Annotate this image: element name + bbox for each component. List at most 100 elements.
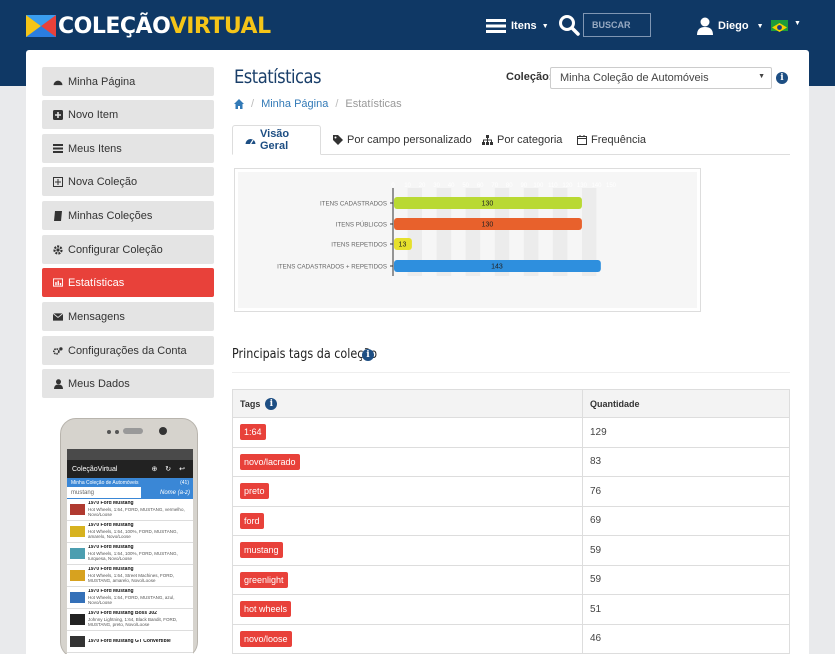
items-menu[interactable]: Itens ▼ xyxy=(486,17,549,35)
sidebar-item-label: Meus Dados xyxy=(68,377,130,390)
sidebar-item-label: Configurar Coleção xyxy=(68,243,163,256)
tab-category[interactable]: Por categoria xyxy=(470,125,562,155)
phone-item-title: 1970 Ford Mustang Boss 302 xyxy=(88,611,157,617)
chevron-down-icon: ▼ xyxy=(756,22,764,30)
sidebar-item-3[interactable]: Nova Coleção xyxy=(42,167,214,196)
sidebar-item-1[interactable]: Novo Item xyxy=(42,100,214,129)
phone-order: Nome (a-z) xyxy=(141,487,193,499)
logo[interactable]: COLEÇÃOVIRTUAL xyxy=(26,13,271,39)
sidebar-item-9[interactable]: Meus Dados xyxy=(42,369,214,398)
phone-list-item: 1970 Ford Mustang Boss 302 Johnny Lightni… xyxy=(67,609,193,631)
x-tick-label: 110 xyxy=(548,183,558,189)
x-tick-label: 120 xyxy=(562,183,573,189)
x-tick-label: 20 xyxy=(419,183,426,189)
sidebar-item-5[interactable]: Configurar Coleção xyxy=(42,235,214,264)
calendar-icon xyxy=(577,135,587,145)
phone-list-item: 1970 Ford Mustang Hot Wheels, 1:64, FORD,… xyxy=(67,499,193,521)
user-menu[interactable]: Diego ▼ xyxy=(697,16,764,36)
car-thumbnail xyxy=(70,570,85,581)
car-thumbnail xyxy=(70,526,85,537)
list-icon xyxy=(53,144,63,154)
x-tick-label: 60 xyxy=(477,183,484,189)
quantity-cell: 129 xyxy=(590,426,607,438)
breadcrumb: / Minha Página / Estatísticas xyxy=(234,98,402,110)
quantity-cell: 51 xyxy=(590,603,602,615)
search-icon[interactable] xyxy=(558,14,580,36)
tags-table: Tags i Quantidade 1:64 129 novo/lacrado 83 p… xyxy=(232,389,790,654)
sidebar-item-8[interactable]: Configurações da Conta xyxy=(42,336,214,365)
bar-3[interactable] xyxy=(394,260,601,272)
table-row: ford 69 xyxy=(232,506,790,536)
sidebar-item-label: Meus Itens xyxy=(68,142,122,155)
tab-label: Por campo personalizado xyxy=(347,134,472,146)
breadcrumb-parent-link[interactable]: Minha Página xyxy=(261,98,329,110)
quantity-cell: 76 xyxy=(590,485,602,497)
tag-pill[interactable]: mustang xyxy=(240,542,283,559)
tag-pill[interactable]: greenlight xyxy=(240,571,288,588)
grid-band xyxy=(465,188,481,276)
sidebar-item-label: Mensagens xyxy=(68,310,125,323)
page-title: Estatísticas xyxy=(234,66,322,88)
collection-select-value: Minha Coleção de Automóveis xyxy=(560,72,709,84)
tag-pill[interactable]: novo/loose xyxy=(240,630,292,647)
stats-chart: 0 10 20 30 40 50 60 70 80 90 100 110 120 130 140 150 ITE… xyxy=(234,168,701,312)
home-icon[interactable] xyxy=(234,99,244,109)
sidebar-item-label: Novo Item xyxy=(68,108,119,121)
plus-box-icon xyxy=(53,176,63,187)
phone-item-title: 1970 Ford Mustang xyxy=(88,523,134,529)
tab-frequency[interactable]: Frequência xyxy=(565,125,646,155)
tab-label: Visão Geral xyxy=(260,128,290,152)
x-tick-label: 90 xyxy=(520,183,527,189)
tag-pill[interactable]: preto xyxy=(240,483,269,500)
sidebar-item-label: Configurações da Conta xyxy=(68,344,187,357)
info-icon[interactable]: i xyxy=(265,397,278,410)
quantity-cell: 46 xyxy=(590,633,602,645)
table-row: preto 76 xyxy=(232,477,790,507)
logo-text-a: COLEÇÃO xyxy=(58,13,170,39)
table-header: Tags i Quantidade xyxy=(232,389,790,418)
logo-flag-icon xyxy=(26,15,56,37)
tags-section-title: Principais tags da coleção xyxy=(232,347,378,362)
tab-custom-field[interactable]: Por campo personalizado xyxy=(321,125,472,155)
info-icon[interactable]: i xyxy=(362,349,374,361)
tag-pill[interactable]: ford xyxy=(240,512,264,529)
sidebar-item-0[interactable]: Minha Página xyxy=(42,67,214,96)
stats-tabs: Visão Geral Por campo personalizado Por … xyxy=(232,125,790,155)
phone-item-desc: Hot Wheels, 1:64, Street Machines, FORD,… xyxy=(88,572,175,584)
logo-text-b: VIRTUAL xyxy=(169,13,271,39)
tag-cell: hot wheels xyxy=(233,595,583,624)
x-tick-label: 70 xyxy=(491,183,498,189)
tags-header-label: Tags xyxy=(240,398,261,409)
bar-2[interactable] xyxy=(394,238,412,250)
chevron-down-icon[interactable]: ▼ xyxy=(794,20,801,27)
tag-cell: mustang xyxy=(233,536,583,565)
sidebar-item-4[interactable]: Minhas Coleções xyxy=(42,201,214,230)
breadcrumb-current: Estatísticas xyxy=(345,98,402,110)
x-tick-label: 50 xyxy=(462,183,469,189)
sitemap-icon xyxy=(482,135,493,145)
search-input[interactable]: BUSCAR xyxy=(583,13,651,37)
bar-1[interactable] xyxy=(394,218,582,230)
sidebar-item-6[interactable]: Estatísticas xyxy=(42,268,214,297)
tag-icon xyxy=(333,135,343,145)
list-icon xyxy=(486,19,506,33)
tab-visao-geral[interactable]: Visão Geral xyxy=(232,125,321,155)
sidebar-item-label: Minha Página xyxy=(68,75,136,88)
x-tick-label: 150 xyxy=(606,183,617,189)
bar-0[interactable] xyxy=(394,197,582,209)
info-icon[interactable]: i xyxy=(776,72,788,84)
collection-select[interactable]: Minha Coleção de Automóveis ▼ xyxy=(550,67,772,89)
cogs-icon xyxy=(53,346,63,356)
x-tick-label: 140 xyxy=(591,183,602,189)
tag-pill[interactable]: hot wheels xyxy=(240,601,292,618)
sidebar-item-7[interactable]: Mensagens xyxy=(42,302,214,331)
tag-pill[interactable]: 1:64 xyxy=(240,424,266,441)
table-row: hot wheels 51 xyxy=(232,595,790,625)
sidebar-item-2[interactable]: Meus Itens xyxy=(42,134,214,163)
brazil-flag-icon[interactable] xyxy=(771,20,788,32)
x-tick-label: 130 xyxy=(577,183,588,189)
tag-pill[interactable]: novo/lacrado xyxy=(240,453,300,470)
phone-item-desc: Hot Wheels, 1:64, FORD, MUSTANG, vermelh… xyxy=(88,506,185,518)
tags-column-header: Tags i xyxy=(233,390,583,417)
tab-label: Por categoria xyxy=(497,134,563,146)
